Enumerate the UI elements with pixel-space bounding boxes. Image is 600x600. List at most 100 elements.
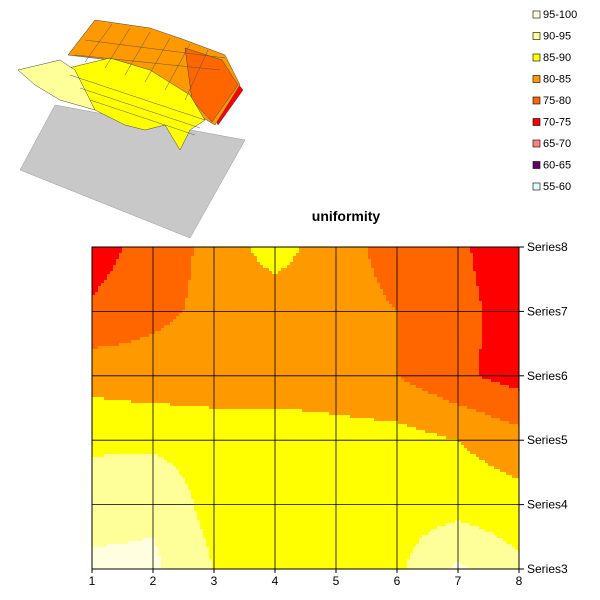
contour-cell <box>140 478 144 482</box>
contour-cell <box>116 478 120 482</box>
contour-cell <box>197 274 201 278</box>
contour-cell <box>173 484 177 488</box>
contour-cell <box>122 439 126 443</box>
contour-cell <box>215 385 219 389</box>
contour-cell <box>95 565 99 569</box>
contour-cell <box>146 535 150 539</box>
contour-cell <box>149 538 153 542</box>
contour-cell <box>218 517 222 521</box>
contour-cell <box>101 319 105 323</box>
contour-cell <box>101 289 105 293</box>
contour-cell <box>224 535 228 539</box>
contour-cell <box>152 562 156 566</box>
contour-cell <box>146 421 150 425</box>
contour-cell <box>170 355 174 359</box>
contour-cell <box>143 475 147 479</box>
contour-cell <box>98 289 102 293</box>
contour-cell <box>215 562 219 566</box>
contour-cell <box>161 532 165 536</box>
contour-cell <box>221 280 225 284</box>
contour-cell <box>218 286 222 290</box>
contour-cell <box>143 373 147 377</box>
contour-cell <box>185 316 189 320</box>
contour-cell <box>179 289 183 293</box>
contour-cell <box>143 358 147 362</box>
contour-cell <box>92 298 96 302</box>
contour-cell <box>155 376 159 380</box>
contour-cell <box>128 436 132 440</box>
contour-cell <box>206 565 210 569</box>
contour-cell <box>215 259 219 263</box>
contour-cell <box>188 562 192 566</box>
contour-cell <box>191 436 195 440</box>
contour-cell <box>179 271 183 275</box>
contour-cell <box>203 421 207 425</box>
contour-cell <box>131 562 135 566</box>
contour-cell <box>119 499 123 503</box>
contour-cell <box>200 376 204 380</box>
contour-cell <box>194 421 198 425</box>
contour-cell <box>185 403 189 407</box>
contour-cell <box>167 388 171 392</box>
contour-cell <box>218 280 222 284</box>
contour-cell <box>155 268 159 272</box>
contour-cell <box>131 496 135 500</box>
contour-cell <box>158 337 162 341</box>
contour-cell <box>188 538 192 542</box>
contour-cell <box>113 490 117 494</box>
contour-cell <box>179 475 183 479</box>
contour-cell <box>143 448 147 452</box>
contour-cell <box>131 412 135 416</box>
contour-cell <box>152 250 156 254</box>
contour-cell <box>155 355 159 359</box>
contour-cell <box>176 367 180 371</box>
contour-cell <box>140 256 144 260</box>
contour-cell <box>119 250 123 254</box>
contour-cell <box>167 442 171 446</box>
contour-cell <box>167 421 171 425</box>
contour-cell <box>167 544 171 548</box>
contour-cell <box>224 499 228 503</box>
contour-cell <box>131 484 135 488</box>
contour-cell <box>191 460 195 464</box>
contour-cell <box>110 412 114 416</box>
contour-cell <box>200 334 204 338</box>
contour-cell <box>218 391 222 395</box>
contour-cell <box>92 295 96 299</box>
contour-cell <box>92 361 96 365</box>
contour-cell <box>224 247 228 251</box>
contour-cell <box>221 484 225 488</box>
contour-cell <box>203 400 207 404</box>
contour-cell <box>194 442 198 446</box>
contour-cell <box>131 469 135 473</box>
contour-cell <box>188 340 192 344</box>
contour-cell <box>209 436 213 440</box>
contour-cell <box>161 475 165 479</box>
contour-cell <box>221 523 225 527</box>
contour-cell <box>176 442 180 446</box>
contour-cell <box>221 304 225 308</box>
contour-cell <box>206 367 210 371</box>
contour-cell <box>224 496 228 500</box>
contour-cell <box>182 442 186 446</box>
contour-cell <box>116 334 120 338</box>
contour-cell <box>167 412 171 416</box>
contour-cell <box>173 490 177 494</box>
contour-cell <box>182 541 186 545</box>
contour-cell <box>134 364 138 368</box>
contour-cell <box>137 256 141 260</box>
contour-cell <box>167 532 171 536</box>
surface-yellow <box>59 57 206 151</box>
contour-cell <box>224 544 228 548</box>
contour-cell <box>140 472 144 476</box>
contour-cell <box>155 262 159 266</box>
contour-cell <box>176 487 180 491</box>
contour-cell <box>95 280 99 284</box>
contour-cell <box>143 349 147 353</box>
contour-cell <box>218 532 222 536</box>
contour-cell <box>185 559 189 563</box>
contour-cell <box>152 475 156 479</box>
contour-cell <box>131 481 135 485</box>
contour-cell <box>137 295 141 299</box>
contour-cell <box>155 364 159 368</box>
